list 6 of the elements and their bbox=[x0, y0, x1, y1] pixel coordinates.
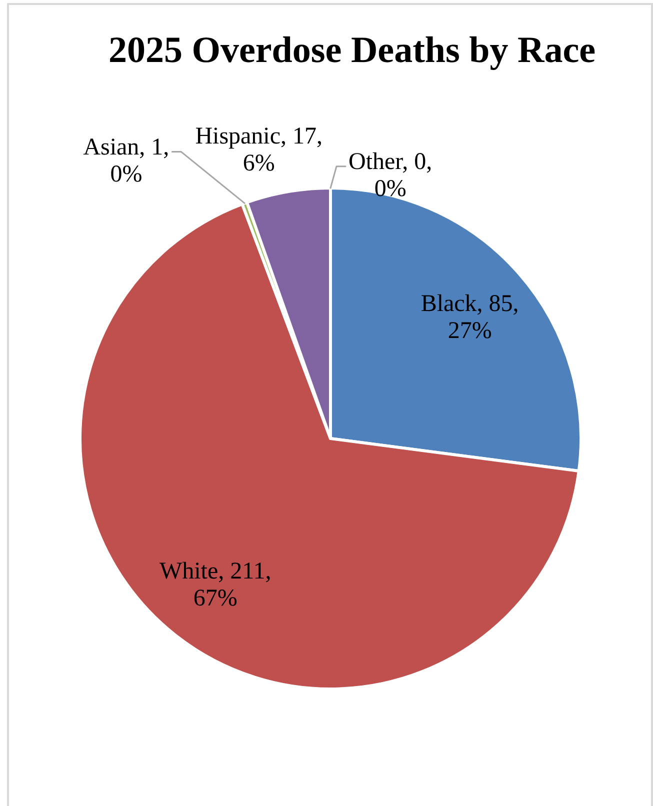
legend-label: Other, 0, 0% bbox=[348, 149, 432, 202]
slice-label: White, 211, 67% bbox=[159, 558, 272, 612]
slice-label: Black, 85, 27% bbox=[420, 290, 519, 344]
slice-label: Asian, 1, 0% bbox=[83, 134, 170, 188]
slice-label: Hispanic, 17, 6% bbox=[195, 123, 322, 176]
chart-title: 2025 Overdose Deaths by Race bbox=[107, 29, 597, 72]
